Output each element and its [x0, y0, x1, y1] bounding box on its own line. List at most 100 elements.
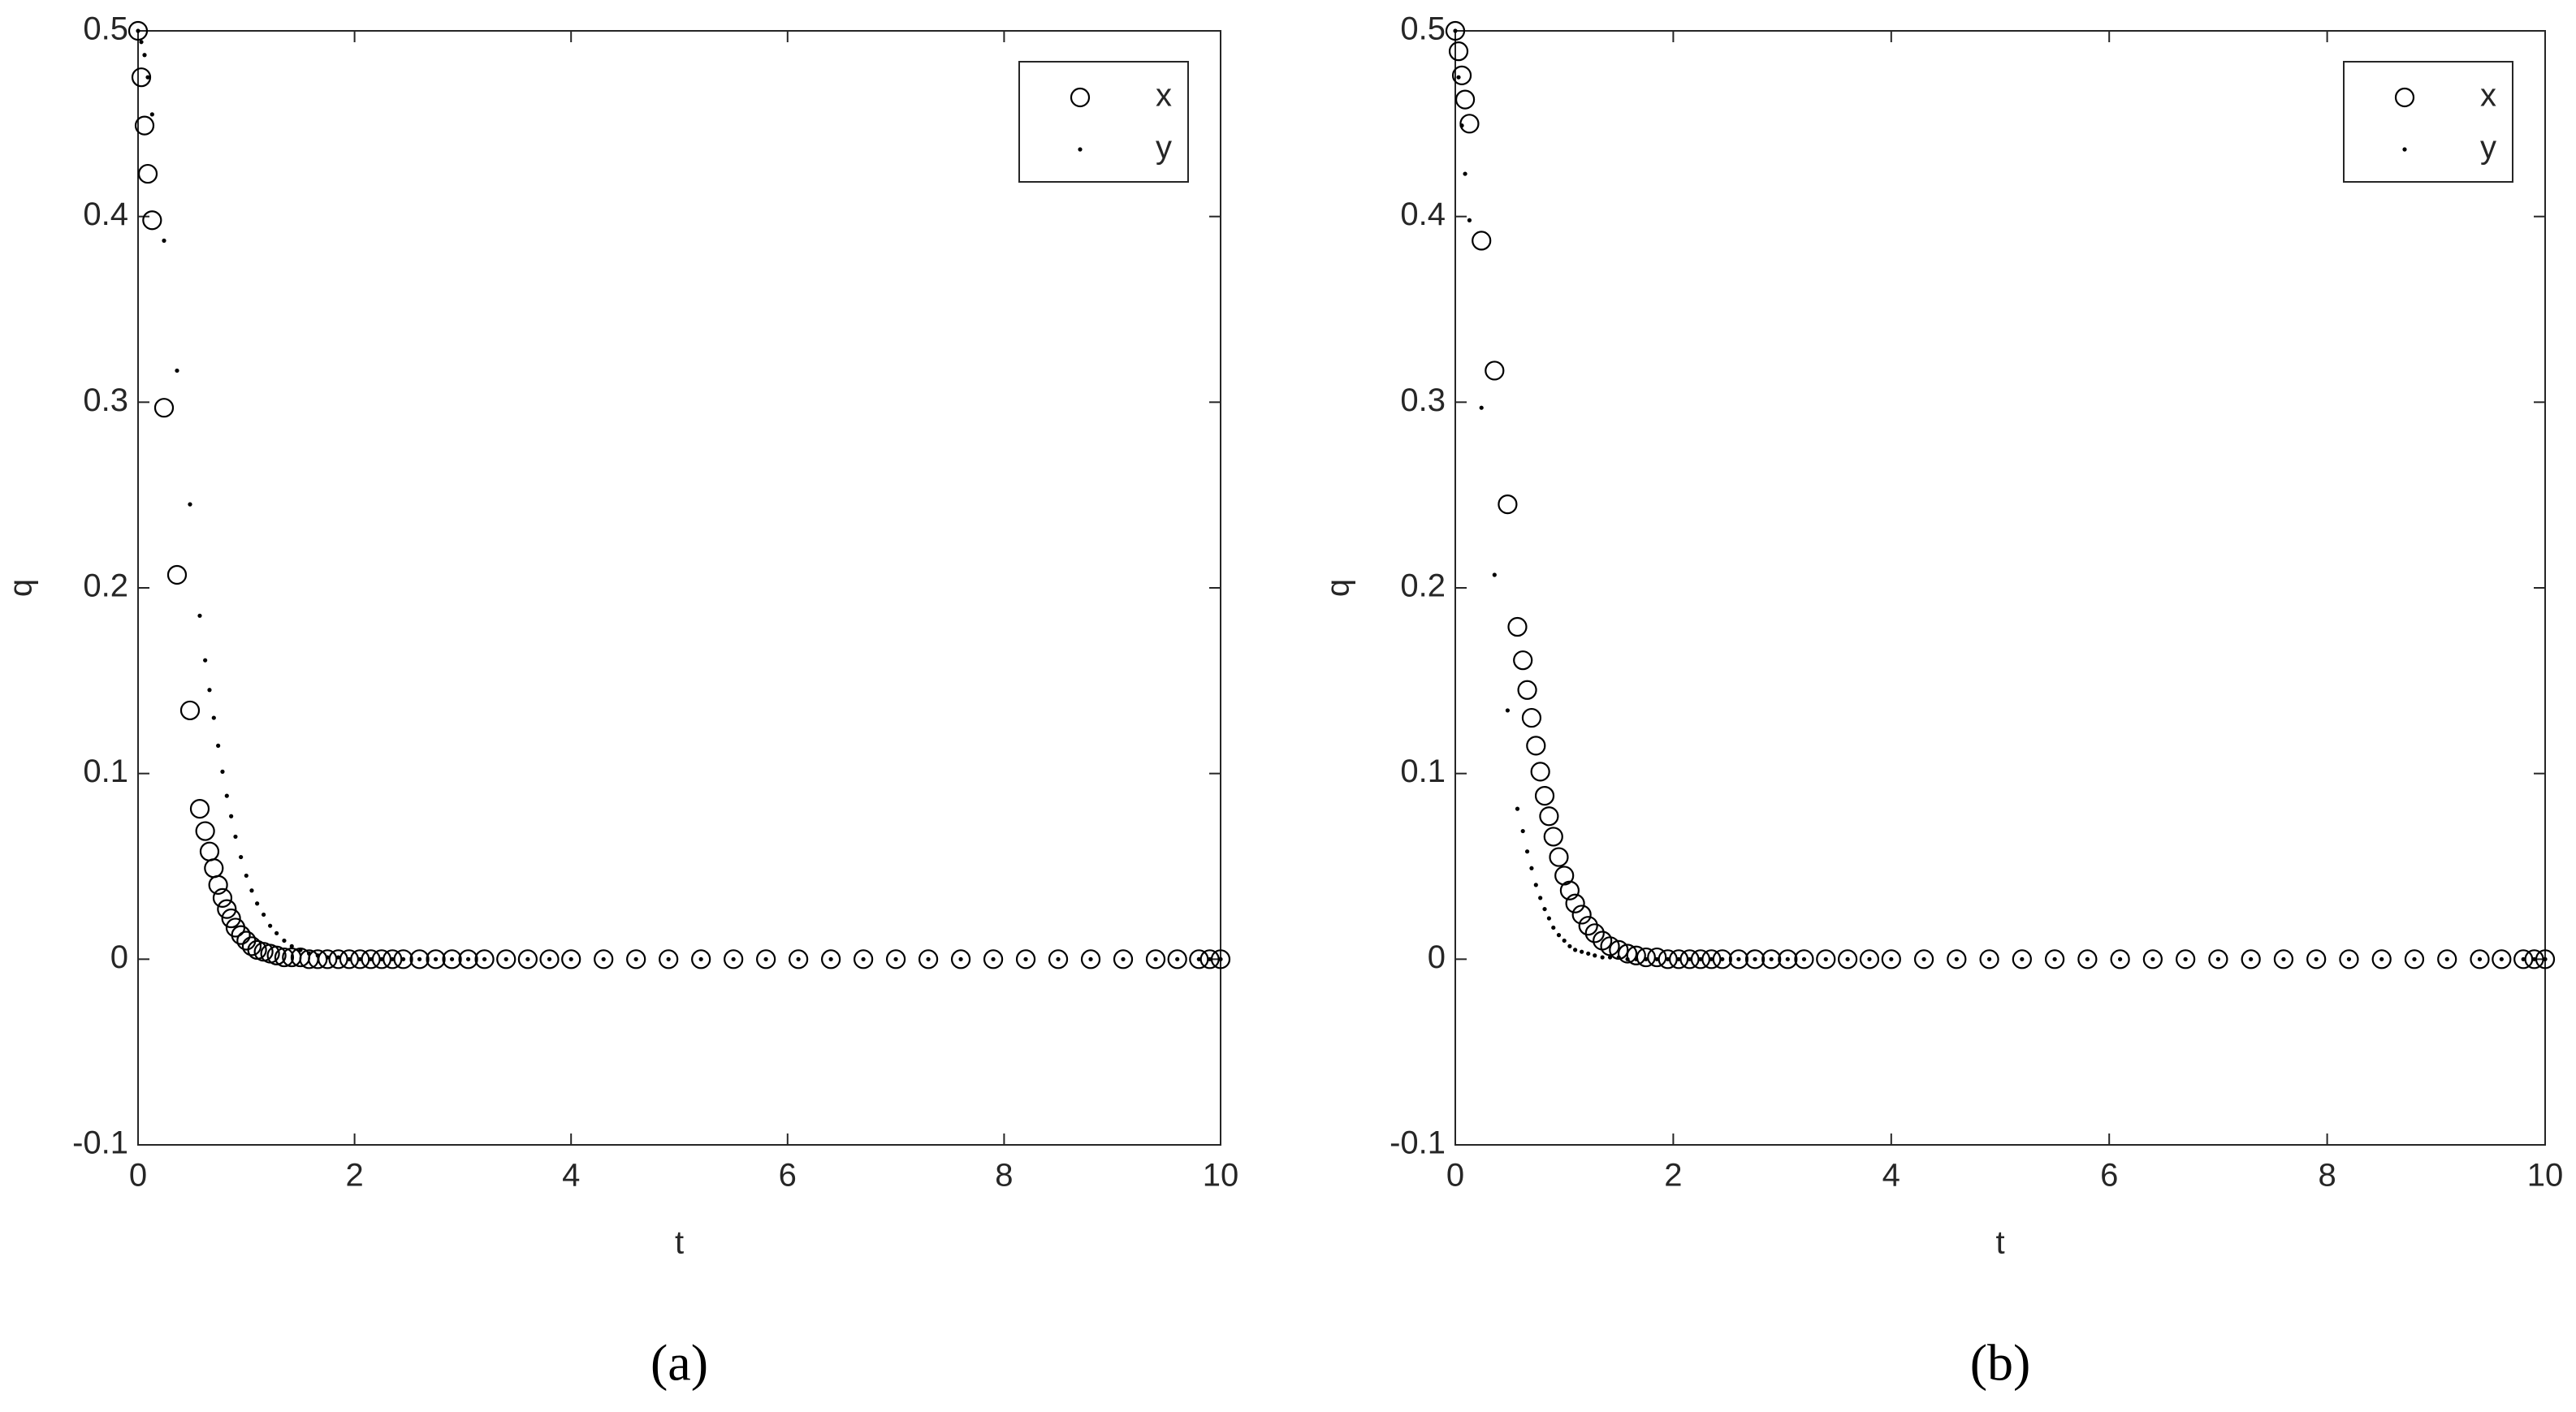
point-dot — [991, 956, 996, 961]
x-tick-label: 6 — [2100, 1158, 2118, 1194]
point-dot — [2531, 956, 2537, 961]
point-dot — [1196, 956, 1201, 961]
point-dot — [1529, 866, 1534, 870]
point-dot — [233, 834, 238, 840]
point-circle — [1559, 880, 1580, 900]
point-dot — [1088, 956, 1093, 961]
x-tick-label: 2 — [1664, 1158, 1682, 1194]
subplot: 0 2 4 6 8 10-0.100.10.20.30.40.5tq(b)xy — [1320, 11, 2564, 1392]
point-dot — [1785, 956, 1790, 961]
point-circle — [1881, 949, 1901, 969]
subplot: 0 2 4 6 8 10-0.100.10.20.30.40.5tq(a)xy — [3, 11, 1239, 1392]
point-circle — [131, 67, 152, 88]
point-dot — [1546, 916, 1552, 921]
point-dot — [139, 40, 144, 45]
point-circle — [1113, 949, 1134, 969]
legend-box — [1018, 61, 1189, 183]
point-dot — [1515, 806, 1520, 811]
point-dot — [1538, 896, 1543, 900]
point-dot — [268, 923, 273, 928]
y-tick-label: 0.1 — [1400, 753, 1446, 789]
point-circle — [983, 949, 1004, 969]
point-dot — [211, 715, 216, 720]
point-dot — [1208, 956, 1212, 961]
point-dot — [400, 956, 406, 961]
point-circle — [1565, 893, 1585, 913]
point-dot — [1666, 956, 1671, 961]
y-tick-label: -0.1 — [1390, 1125, 1446, 1161]
point-circle — [189, 799, 210, 819]
point-dot — [1625, 956, 1630, 961]
point-circle — [134, 115, 155, 136]
point-dot — [2346, 956, 2352, 961]
point-circle — [2437, 949, 2457, 969]
point-dot — [149, 112, 154, 117]
point-circle — [918, 949, 939, 969]
point-dot — [1542, 906, 1547, 912]
point-circle — [1913, 949, 1934, 969]
point-dot — [2314, 956, 2319, 961]
legend-marker — [1070, 87, 1091, 108]
point-dot — [229, 814, 234, 818]
y-tick-label: 0.4 — [83, 196, 128, 232]
point-dot — [1456, 75, 1461, 80]
point-circle — [1530, 762, 1550, 782]
point-circle — [594, 949, 614, 969]
point-circle — [1048, 949, 1069, 969]
point-circle — [195, 821, 215, 841]
y-tick-label: 0.3 — [83, 382, 128, 418]
point-dot — [465, 956, 471, 961]
point-dot — [1533, 883, 1538, 887]
point-circle — [1578, 916, 1598, 936]
point-dot — [357, 956, 362, 961]
point-dot — [249, 888, 254, 893]
point-dot — [2543, 956, 2548, 961]
point-circle — [208, 874, 228, 895]
panel-label: (b) — [1970, 1334, 2031, 1392]
y-tick-label: 0 — [1428, 939, 1446, 975]
point-dot — [1505, 708, 1511, 713]
point-circle — [2404, 949, 2425, 969]
point-dot — [2281, 956, 2286, 961]
point-dot — [1634, 956, 1639, 961]
point-circle — [1472, 231, 1492, 251]
point-circle — [1534, 786, 1555, 806]
y-tick-label: 0.2 — [83, 568, 128, 604]
point-circle — [1454, 89, 1476, 110]
point-circle — [1947, 949, 1967, 969]
point-dot — [1467, 218, 1472, 222]
point-dot — [1801, 956, 1807, 961]
point-dot — [1479, 405, 1484, 410]
point-dot — [1889, 956, 1894, 961]
point-dot — [2183, 956, 2188, 961]
x-tick-label: 4 — [1882, 1158, 1900, 1194]
y-tick-label: 0.1 — [83, 753, 128, 789]
point-circle — [885, 949, 906, 969]
point-circle — [1167, 949, 1187, 969]
point-dot — [796, 956, 801, 961]
x-tick-label: 6 — [779, 1158, 797, 1194]
point-dot — [274, 931, 279, 935]
point-circle — [458, 949, 478, 969]
point-dot — [568, 956, 573, 961]
x-tick-label: 0 — [129, 1158, 147, 1194]
point-dot — [1753, 956, 1757, 961]
point-circle — [1015, 949, 1036, 969]
point-dot — [504, 956, 508, 961]
legend-box — [2343, 61, 2513, 183]
point-circle — [221, 908, 241, 929]
point-circle — [691, 949, 711, 969]
point-dot — [1463, 171, 1467, 176]
point-dot — [1845, 956, 1850, 961]
point-dot — [1023, 956, 1028, 961]
point-dot — [666, 956, 671, 961]
point-dot — [142, 53, 147, 58]
point-circle — [426, 949, 446, 969]
point-dot — [2150, 956, 2155, 961]
point-circle — [1080, 949, 1101, 969]
point-circle — [1761, 949, 1782, 969]
point-dot — [368, 956, 374, 961]
point-circle — [1859, 949, 1880, 969]
point-circle — [854, 949, 874, 969]
